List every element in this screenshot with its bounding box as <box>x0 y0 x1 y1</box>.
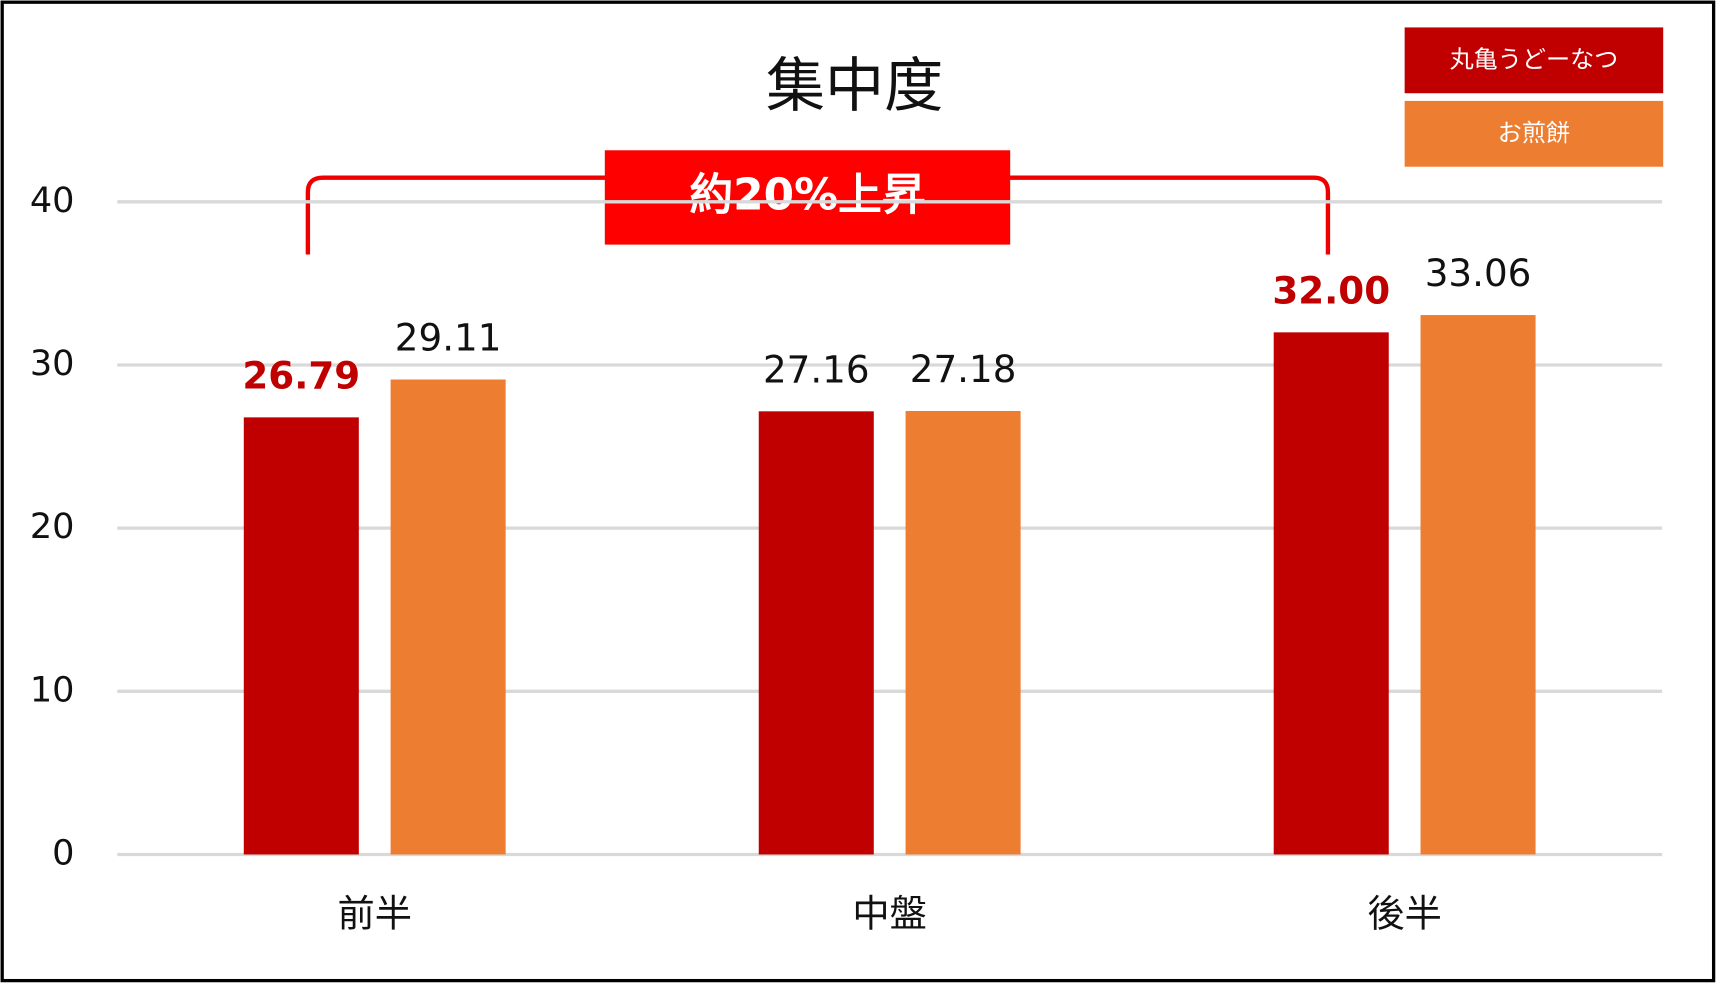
y-tick-label: 30 <box>30 343 75 384</box>
bar <box>1420 315 1536 855</box>
data-label: 32.00 <box>1272 268 1390 312</box>
y-tick-label: 10 <box>30 669 75 710</box>
chart-title: 集中度 <box>766 51 943 120</box>
bar <box>390 379 506 855</box>
data-label: 33.06 <box>1425 251 1532 295</box>
legend-swatch <box>1404 27 1664 94</box>
annotation: 約20%上昇 <box>689 169 925 220</box>
bar <box>758 411 874 855</box>
bar <box>1273 332 1389 855</box>
data-label: 27.18 <box>910 347 1017 391</box>
y-tick-label: 20 <box>30 506 75 547</box>
data-label: 27.16 <box>763 347 870 391</box>
bar <box>905 410 1021 855</box>
data-label: 29.11 <box>395 316 502 360</box>
data-label: 26.79 <box>242 353 360 397</box>
legend-label: お煎餅 <box>1498 119 1570 147</box>
x-tick-label: 前半 <box>337 891 411 935</box>
legend-label: 丸亀うどーなつ <box>1450 45 1619 73</box>
y-tick-label: 40 <box>30 180 75 221</box>
bar <box>243 417 359 855</box>
x-tick-label: 中盤 <box>852 891 926 935</box>
legend-swatch <box>1404 100 1664 167</box>
x-tick-label: 後半 <box>1367 891 1441 935</box>
y-tick-label: 0 <box>52 832 74 873</box>
annotation-box <box>604 150 1011 245</box>
